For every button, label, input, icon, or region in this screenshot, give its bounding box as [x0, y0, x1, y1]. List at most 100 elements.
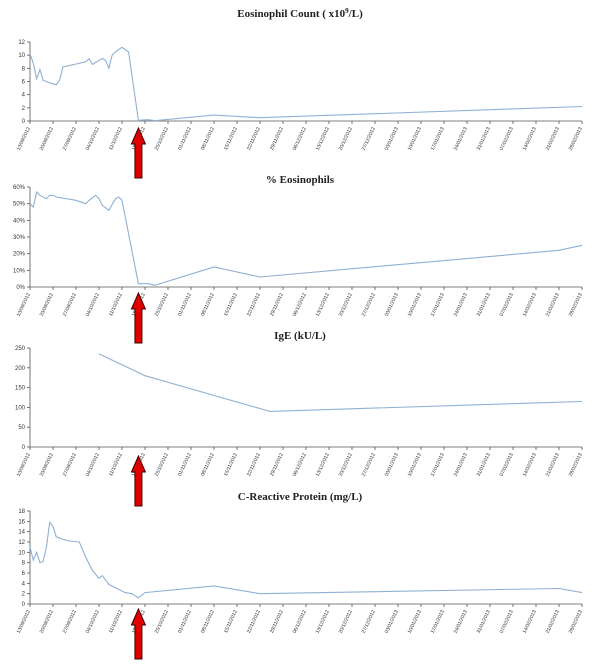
x-tick-label: 10/01/2013 — [407, 452, 423, 477]
x-tick-label: 22/11/2012 — [246, 452, 262, 477]
y-tick-label: 100 — [15, 405, 26, 411]
x-tick-label: 28/02/2013 — [568, 609, 584, 634]
x-tick-label: 21/02/2013 — [545, 452, 561, 477]
chart-title-eosinophil-count: Eosinophil Count ( x109/L) — [237, 7, 363, 20]
y-tick-label: 150 — [15, 386, 26, 392]
x-tick-label: 13/12/2012 — [315, 609, 331, 634]
x-tick-label: 14/02/2013 — [522, 126, 538, 151]
y-tick-label: 18 — [18, 509, 25, 515]
chart-percent-eosinophils: % Eosinophils 0% 10% 20% 30% 40% 50% 60% 13/09/… — [13, 174, 584, 344]
x-tick-label: 21/02/2013 — [545, 292, 561, 317]
x-tick-label: 27/09/2012 — [62, 126, 78, 151]
x-tick-label: 10/01/2013 — [407, 126, 423, 151]
y-tick-label: 2 — [22, 592, 26, 598]
series-line — [98, 353, 583, 412]
x-tick-label: 20/12/2012 — [338, 292, 354, 317]
y-tick-label: 6 — [22, 571, 26, 577]
x-tick-label: 13/09/2012 — [16, 452, 32, 477]
x-tick-label: 03/01/2013 — [384, 609, 400, 634]
x-tick-label: 03/01/2013 — [384, 452, 400, 477]
chart-eosinophil-count: Eosinophil Count ( x109/L) 0 2 4 6 8 10 12 13/0… — [16, 7, 584, 179]
x-tick-label: 27/12/2012 — [361, 126, 377, 151]
x-tick-label: 06/12/2012 — [292, 452, 308, 477]
x-tick-label: 06/12/2012 — [292, 126, 308, 151]
x-tick-label: 28/02/2013 — [568, 292, 584, 317]
x-tick-label: 11/10/2012 — [108, 126, 124, 151]
x-tick-label: 29/11/2012 — [269, 126, 285, 151]
x-tick-label: 03/01/2013 — [384, 126, 400, 151]
x-tick-label: 08/11/2012 — [200, 126, 216, 151]
x-tick-label: 01/11/2012 — [177, 609, 193, 634]
treatment-arrow-marker — [130, 291, 147, 344]
y-tick-label: 20% — [13, 252, 26, 258]
x-tick-label: 24/01/2013 — [453, 292, 469, 317]
x-tick-label: 11/10/2012 — [108, 609, 124, 634]
x-tick-label: 21/02/2013 — [545, 609, 561, 634]
x-tick-label: 04/10/2012 — [85, 292, 101, 317]
x-tick-label: 31/01/2013 — [476, 609, 492, 634]
y-tick-label: 30% — [13, 235, 26, 241]
x-tick-label: 10/01/2013 — [407, 609, 423, 634]
y-tick-label: 0 — [22, 602, 26, 608]
x-tick-label: 17/01/2013 — [430, 292, 446, 317]
x-tick-label: 04/10/2012 — [85, 126, 101, 151]
x-tick-label: 07/02/2013 — [499, 292, 515, 317]
x-tick-label: 15/11/2012 — [223, 609, 239, 634]
x-tick-label: 25/10/2012 — [154, 292, 170, 317]
x-tick-label: 27/12/2012 — [361, 292, 377, 317]
y-tick-label: 8 — [22, 66, 26, 72]
chart-title-percent-eosinophils: % Eosinophils — [266, 174, 335, 186]
x-tick-label: 08/11/2012 — [200, 292, 216, 317]
x-tick-label: 13/09/2012 — [16, 609, 32, 634]
x-tick-label: 14/02/2013 — [522, 452, 538, 477]
x-tick-label: 27/09/2012 — [62, 292, 78, 317]
x-tick-label: 13/09/2012 — [16, 292, 32, 317]
x-tick-label: 20/12/2012 — [338, 452, 354, 477]
series-line — [29, 46, 583, 122]
x-tick-label: 03/01/2013 — [384, 292, 400, 317]
y-tick-label: 4 — [22, 581, 26, 587]
x-tick-label: 07/02/2013 — [499, 609, 515, 634]
y-tick-label: 12 — [18, 40, 25, 46]
y-tick-label: 10 — [18, 53, 25, 59]
x-tick-label: 25/10/2012 — [154, 126, 170, 151]
x-tick-label: 31/01/2013 — [476, 452, 492, 477]
x-tick-label: 04/10/2012 — [85, 452, 101, 477]
x-tick-label: 20/09/2012 — [39, 292, 55, 317]
chart-ige: IgE (kU/L) 0 50 100 150 200 250 13/09/2012 20/0… — [15, 330, 584, 507]
y-tick-label: 12 — [18, 540, 25, 546]
x-tick-label: 29/11/2012 — [269, 609, 285, 634]
chart-title-c-reactive-protein: C-Reactive Protein (mg/L) — [238, 491, 363, 503]
y-tick-label: 250 — [15, 346, 26, 352]
x-tick-label: 10/01/2013 — [407, 292, 423, 317]
y-tick-label: 4 — [22, 93, 26, 99]
y-tick-label: 2 — [22, 106, 26, 112]
y-tick-label: 60% — [13, 185, 26, 191]
x-tick-label: 22/11/2012 — [246, 609, 262, 634]
y-tick-label: 0 — [22, 445, 26, 451]
treatment-arrow-marker — [130, 126, 147, 179]
x-tick-label: 29/11/2012 — [269, 292, 285, 317]
x-tick-label: 21/02/2013 — [545, 126, 561, 151]
x-tick-label: 24/01/2013 — [453, 609, 469, 634]
x-tick-label: 27/09/2012 — [62, 609, 78, 634]
x-tick-label: 31/01/2013 — [476, 126, 492, 151]
x-tick-label: 22/11/2012 — [246, 126, 262, 151]
x-tick-label: 20/12/2012 — [338, 126, 354, 151]
y-tick-label: 0% — [16, 285, 25, 291]
y-tick-label: 40% — [13, 218, 26, 224]
x-tick-label: 25/10/2012 — [154, 609, 170, 634]
y-tick-label: 16 — [18, 519, 25, 525]
x-tick-label: 07/02/2013 — [499, 126, 515, 151]
x-tick-label: 01/11/2012 — [177, 292, 193, 317]
y-tick-label: 50 — [18, 425, 25, 431]
x-tick-label: 17/01/2013 — [430, 609, 446, 634]
x-tick-label: 13/12/2012 — [315, 292, 331, 317]
x-tick-label: 01/11/2012 — [177, 126, 193, 151]
x-tick-label: 04/10/2012 — [85, 609, 101, 634]
treatment-arrow-marker — [130, 454, 147, 507]
x-tick-label: 13/12/2012 — [315, 452, 331, 477]
x-tick-label: 14/02/2013 — [522, 292, 538, 317]
x-tick-label: 15/11/2012 — [223, 452, 239, 477]
